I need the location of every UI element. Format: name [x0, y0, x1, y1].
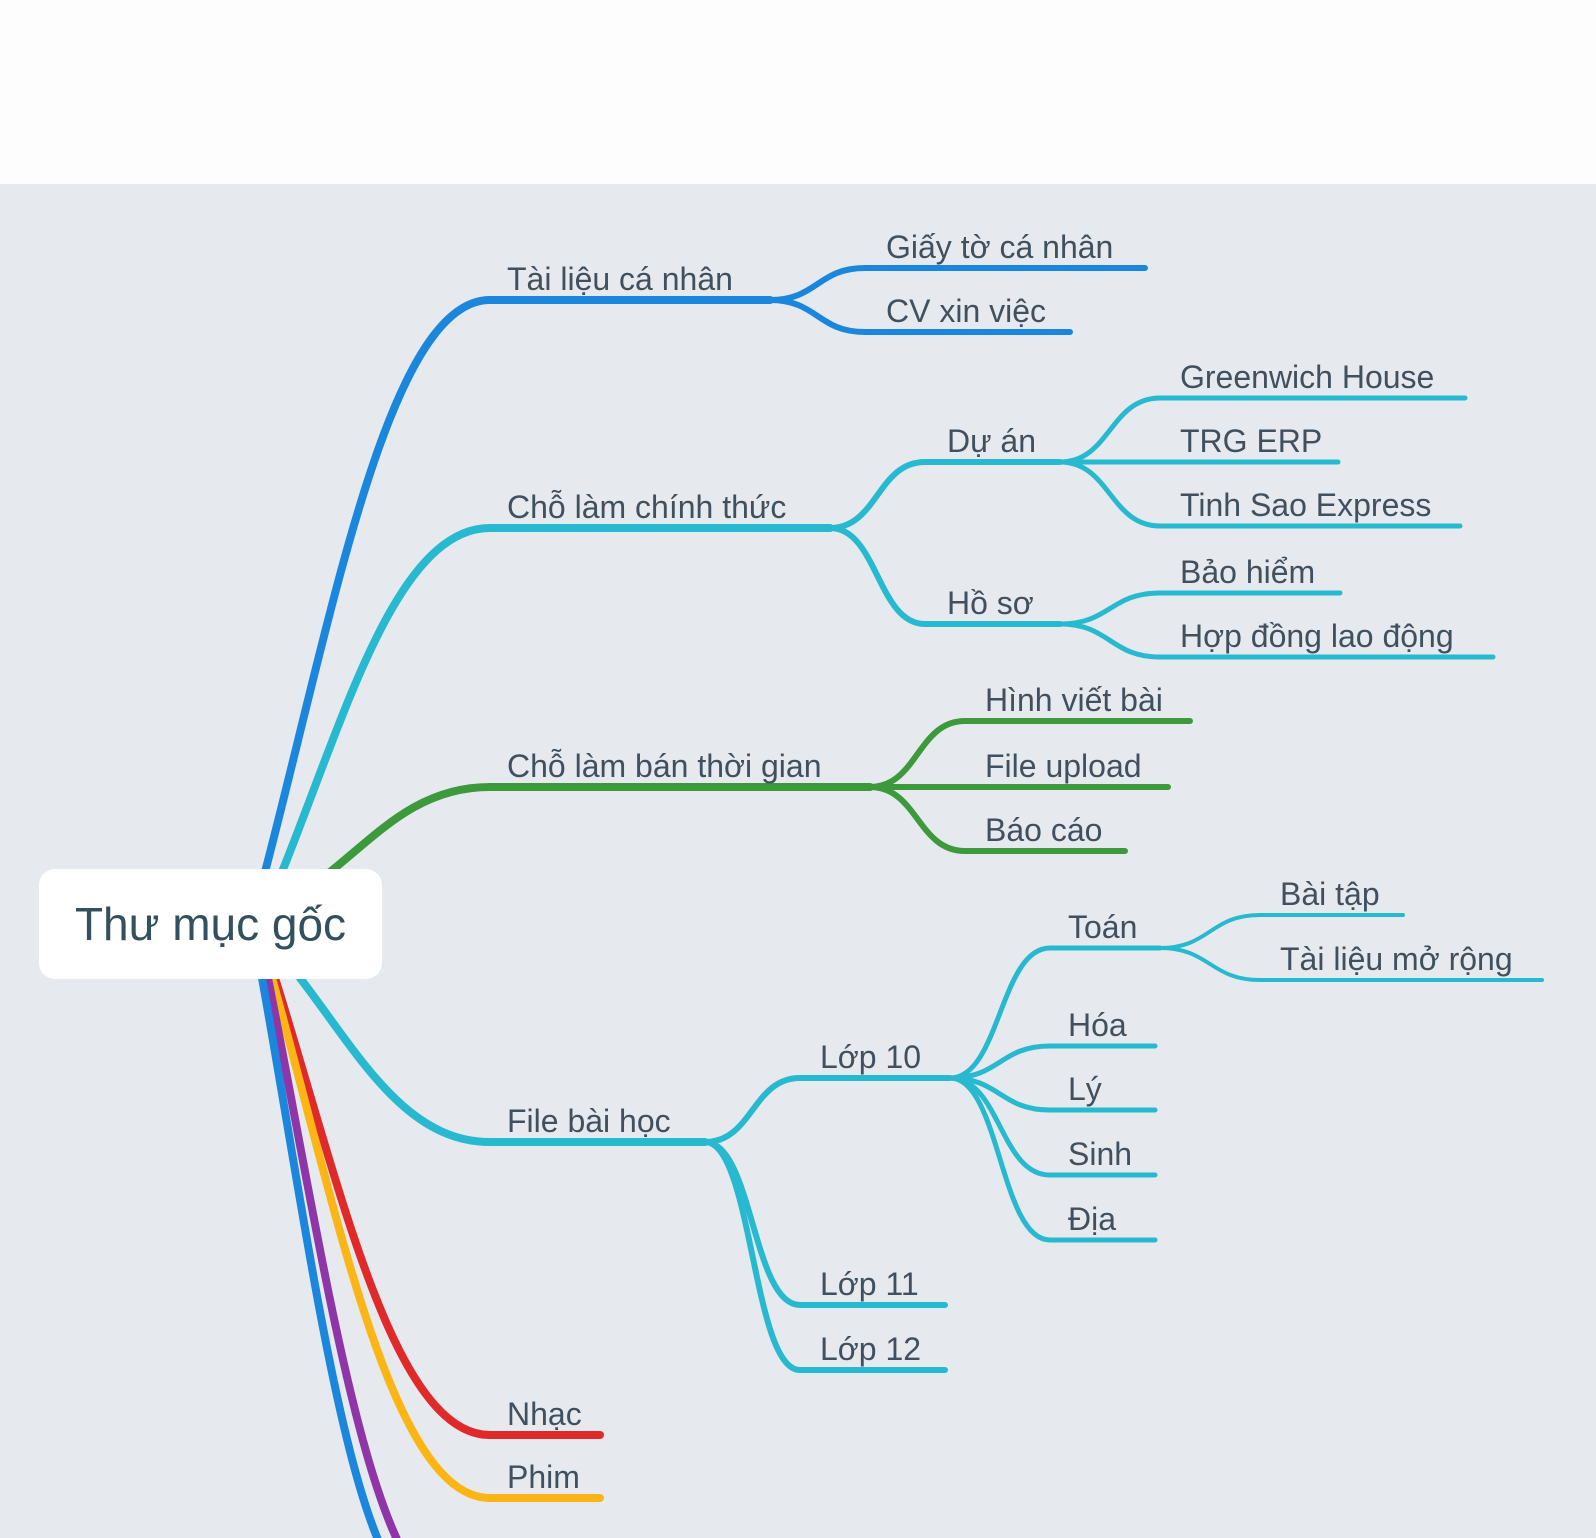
node-label-sinh[interactable]: Sinh: [1068, 1136, 1132, 1172]
node-label-lop12[interactable]: Lớp 12: [820, 1331, 921, 1367]
node-label-lop11[interactable]: Lớp 11: [820, 1266, 919, 1302]
branch-offscreen1: [264, 974, 401, 1538]
branch-hopdong: [1057, 621, 1496, 660]
top-blank-area: [0, 0, 1596, 184]
node-label-baocao[interactable]: Báo cáo: [985, 812, 1102, 848]
branch-greenwich: [1057, 395, 1468, 465]
branch-tailieu: [261, 296, 774, 876]
node-label-filebaihoc[interactable]: File bài học: [507, 1103, 671, 1139]
node-label-toan[interactable]: Toán: [1068, 909, 1137, 945]
node-label-fileupload[interactable]: File upload: [985, 748, 1142, 784]
node-label-tailieu[interactable]: Tài liệu cá nhân: [507, 261, 733, 297]
node-label-baohiem[interactable]: Bảo hiểm: [1180, 554, 1315, 590]
branch-hinhviet: [867, 718, 1193, 790]
node-label-nhac[interactable]: Nhạc: [507, 1396, 582, 1432]
branch-morong: [1158, 946, 1544, 982]
node-label-greenwich[interactable]: Greenwich House: [1180, 359, 1434, 395]
node-label-hoa[interactable]: Hóa: [1068, 1007, 1127, 1043]
branch-duan: [827, 459, 1063, 531]
branch-baocao: [867, 784, 1128, 854]
branch-lop12: [702, 1139, 948, 1373]
node-label-hoso[interactable]: Hồ sơ: [947, 585, 1034, 621]
node-label-banthoigian[interactable]: Chỗ làm bán thời gian: [507, 748, 822, 784]
node-label-duan[interactable]: Dự án: [947, 423, 1036, 459]
node-label-baitap[interactable]: Bài tập: [1280, 876, 1380, 912]
node-label-hopdong[interactable]: Hợp đồng lao động: [1180, 618, 1454, 654]
node-label-ly[interactable]: Lý: [1068, 1071, 1102, 1107]
branch-nhac: [271, 974, 604, 1439]
branch-cv: [767, 297, 1073, 335]
node-label-cv[interactable]: CV xin việc: [886, 293, 1046, 329]
node-label-trg[interactable]: TRG ERP: [1180, 423, 1322, 459]
node-label-phim[interactable]: Phim: [507, 1459, 580, 1495]
node-label-tinhsao[interactable]: Tinh Sao Express: [1180, 487, 1431, 523]
branch-lop10: [702, 1075, 953, 1145]
branch-filebaihoc: [296, 974, 709, 1146]
branch-toan: [947, 945, 1163, 1081]
branch-banthoigian: [326, 783, 874, 876]
root-node-label: Thư mục gốc: [74, 898, 347, 950]
branch-dia: [947, 1075, 1158, 1243]
branch-hoa: [947, 1043, 1158, 1081]
node-label-lop10[interactable]: Lớp 10: [820, 1039, 921, 1075]
branch-tinhsao: [1057, 459, 1463, 529]
node-label-dia[interactable]: Địa: [1068, 1201, 1116, 1237]
branch-chinhthuc: [278, 524, 834, 876]
root-node[interactable]: Thư mục gốc: [39, 869, 382, 979]
branch-baitap: [1158, 913, 1405, 950]
branch-baohiem: [1057, 590, 1343, 627]
branch-offscreen2: [258, 974, 382, 1538]
node-label-morong[interactable]: Tài liệu mở rộng: [1280, 941, 1513, 977]
node-label-chinhthuc[interactable]: Chỗ làm chính thức: [507, 489, 786, 525]
node-label-hinhviet[interactable]: Hình viết bài: [985, 682, 1163, 718]
branch-hoso: [827, 525, 1063, 627]
node-label-giayto[interactable]: Giấy tờ cá nhân: [886, 229, 1113, 265]
branch-phim: [268, 974, 604, 1502]
